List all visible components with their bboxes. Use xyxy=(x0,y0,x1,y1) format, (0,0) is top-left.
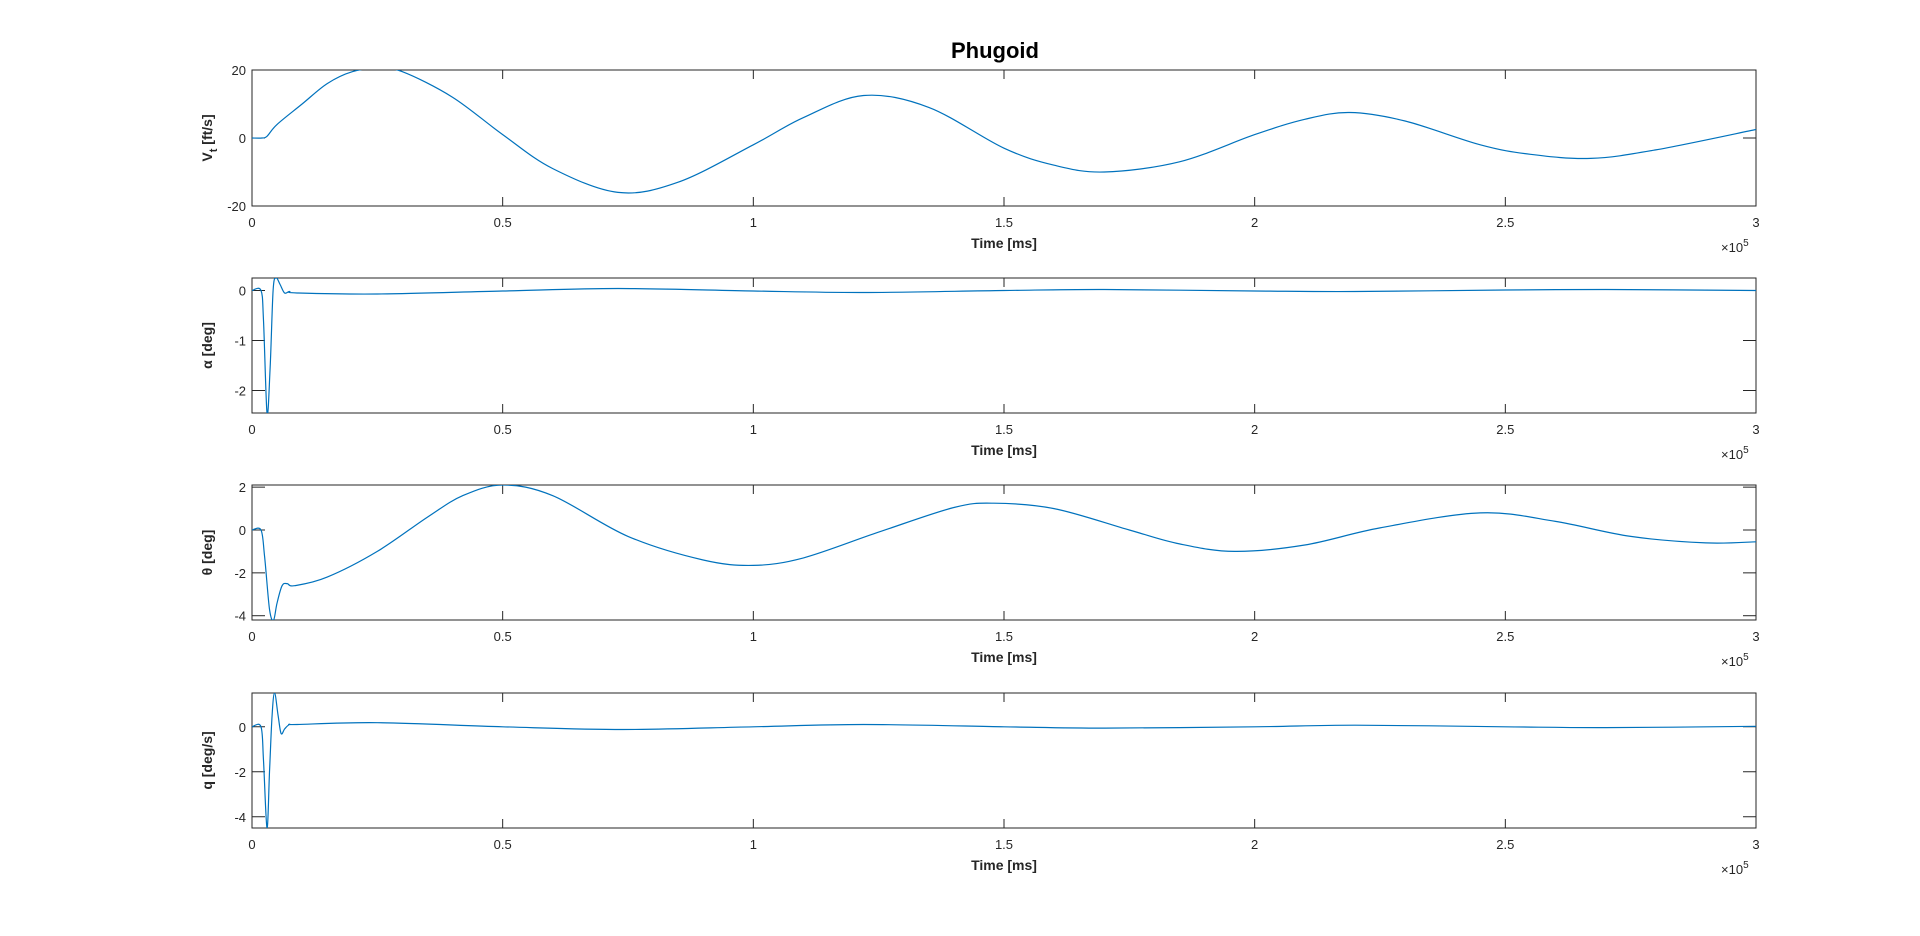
x-tick-label: 3 xyxy=(1752,422,1759,437)
x-tick-label: 1.5 xyxy=(995,215,1013,230)
x-exponent-label: ×105 xyxy=(1721,445,1749,462)
x-tick-label: 0 xyxy=(248,629,255,644)
x-tick-label: 0 xyxy=(248,837,255,852)
axes-box xyxy=(251,484,1757,621)
y-tick-label: -20 xyxy=(227,199,246,214)
x-tick-label: 1 xyxy=(750,422,757,437)
y-tick-label: -4 xyxy=(234,609,246,624)
x-tick-label: 3 xyxy=(1752,629,1759,644)
x-tick-label: 0 xyxy=(248,422,255,437)
x-axis-label: Time [ms] xyxy=(971,857,1037,873)
x-tick-label: 0 xyxy=(248,215,255,230)
series-line xyxy=(252,278,1756,413)
subplot-2: 0 0.5 1 1.5 2 2.5 3 -2 -1 0 Time [ms] α [deg] ×105 xyxy=(199,277,1760,462)
y-tick-label: 2 xyxy=(239,480,246,495)
y-tick-label: 0 xyxy=(239,284,246,299)
x-tick-label: 2 xyxy=(1251,422,1258,437)
figure-title: Phugoid xyxy=(951,38,1039,63)
y-tick-label: 0 xyxy=(239,523,246,538)
y-axis-label: θ [deg] xyxy=(199,530,215,576)
x-tick-label: 2.5 xyxy=(1496,215,1514,230)
x-exponent-label: ×105 xyxy=(1721,860,1749,877)
x-tick-label: 1.5 xyxy=(995,837,1013,852)
y-tick-label: 20 xyxy=(232,63,246,78)
x-tick-label: 1 xyxy=(750,837,757,852)
series-line xyxy=(252,70,1756,194)
x-tick-label: 2.5 xyxy=(1496,422,1514,437)
y-axis-label: α [deg] xyxy=(199,322,215,369)
y-tick-label: -2 xyxy=(234,566,246,581)
x-tick-label: 2 xyxy=(1251,215,1258,230)
subplot-3: 0 0.5 1 1.5 2 2.5 3 -4 -2 0 2 Time [ms] θ [deg] ×105 xyxy=(199,480,1760,669)
x-tick-label: 2 xyxy=(1251,837,1258,852)
x-axis-label: Time [ms] xyxy=(971,442,1037,458)
y-tick-label: -4 xyxy=(234,810,246,825)
x-tick-label: 3 xyxy=(1752,837,1759,852)
x-axis-label: Time [ms] xyxy=(971,235,1037,251)
x-tick-label: 1 xyxy=(750,629,757,644)
series-line xyxy=(252,485,1756,620)
x-tick-label: 0.5 xyxy=(494,215,512,230)
y-tick-label: -1 xyxy=(234,334,246,349)
axes-box xyxy=(251,277,1757,414)
x-tick-label: 3 xyxy=(1752,215,1759,230)
x-exponent-label: ×105 xyxy=(1721,652,1749,669)
x-tick-label: 0.5 xyxy=(494,422,512,437)
y-tick-label: -2 xyxy=(234,765,246,780)
axes-box xyxy=(251,69,1757,207)
x-tick-label: 2 xyxy=(1251,629,1258,644)
x-tick-label: 0.5 xyxy=(494,629,512,644)
y-axis-label: Vt [ft/s] xyxy=(199,114,220,161)
x-tick-label: 2.5 xyxy=(1496,837,1514,852)
y-tick-label: -2 xyxy=(234,384,246,399)
y-tick-label: 0 xyxy=(239,131,246,146)
x-tick-label: 1.5 xyxy=(995,422,1013,437)
x-tick-label: 1 xyxy=(750,215,757,230)
y-tick-label: 0 xyxy=(239,720,246,735)
series-line xyxy=(252,693,1756,828)
x-axis-label: Time [ms] xyxy=(971,649,1037,665)
subplot-4: 0 0.5 1 1.5 2 2.5 3 -4 -2 0 Time [ms] q [deg/s] ×105 xyxy=(199,692,1760,877)
x-tick-label: 0.5 xyxy=(494,837,512,852)
y-axis-label: q [deg/s] xyxy=(199,731,215,789)
x-exponent-label: ×105 xyxy=(1721,238,1749,255)
axes-box xyxy=(251,692,1757,829)
x-tick-label: 1.5 xyxy=(995,629,1013,644)
x-tick-label: 2.5 xyxy=(1496,629,1514,644)
